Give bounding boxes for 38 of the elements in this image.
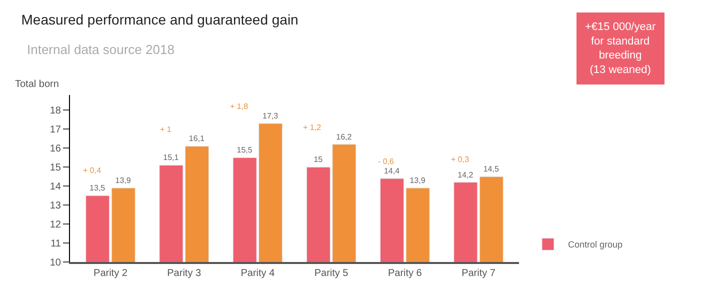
chart-subtitle: Internal data source 2018 — [27, 42, 174, 57]
y-tick-label: 14 — [50, 182, 62, 193]
data-label: 13,5 — [90, 184, 106, 193]
y-tick-label: 18 — [50, 106, 62, 117]
annotation: + 1 — [160, 125, 172, 134]
x-tick-label: Parity 5 — [314, 268, 349, 279]
data-label: 15,1 — [163, 153, 180, 162]
y-axis-title: Total born — [15, 79, 59, 90]
y-tick-label: 17 — [50, 124, 62, 136]
x-tick-label: Parity 6 — [388, 268, 422, 279]
x-tick-label: Parity 7 — [462, 268, 496, 279]
data-label: 13,9 — [115, 176, 132, 185]
x-tick-label: Parity 4 — [240, 268, 276, 279]
text: +€15 000/year for standard breeding (13 weaned) — [585, 21, 656, 76]
y-tick-label: 13 — [50, 200, 62, 212]
legend-label: Control group — [568, 240, 623, 250]
chart-title: Measured performance and guaranteed gain — [21, 11, 298, 28]
data-label: 16,2 — [336, 132, 352, 142]
y-tick-label: 16 — [50, 144, 62, 155]
data-label: 16,1 — [188, 134, 206, 144]
data-label: 17,3 — [262, 111, 279, 120]
annotation: - 0,6 — [378, 157, 395, 166]
data-label: 15 — [314, 155, 324, 164]
y-tick-label: 10 — [50, 258, 62, 268]
y-tick-label: 15 — [50, 162, 62, 174]
annotation: + 0,4 — [83, 166, 102, 175]
data-label: 14,4 — [384, 166, 400, 176]
annotation: + 1,2 — [303, 123, 322, 132]
y-tick-label: 12 — [50, 220, 62, 231]
y-tick-label: 11 — [50, 238, 62, 250]
data-label: 14,2 — [458, 170, 474, 180]
annotation: + 1,8 — [230, 102, 249, 111]
x-tick-label: Parity 3 — [167, 268, 202, 279]
x-tick-label: Parity 2 — [94, 268, 128, 279]
data-label: 14,5 — [483, 164, 500, 174]
annotation: + 0,3 — [451, 155, 470, 164]
data-label: 15,5 — [236, 146, 253, 155]
data-label: 13,9 — [410, 176, 426, 185]
